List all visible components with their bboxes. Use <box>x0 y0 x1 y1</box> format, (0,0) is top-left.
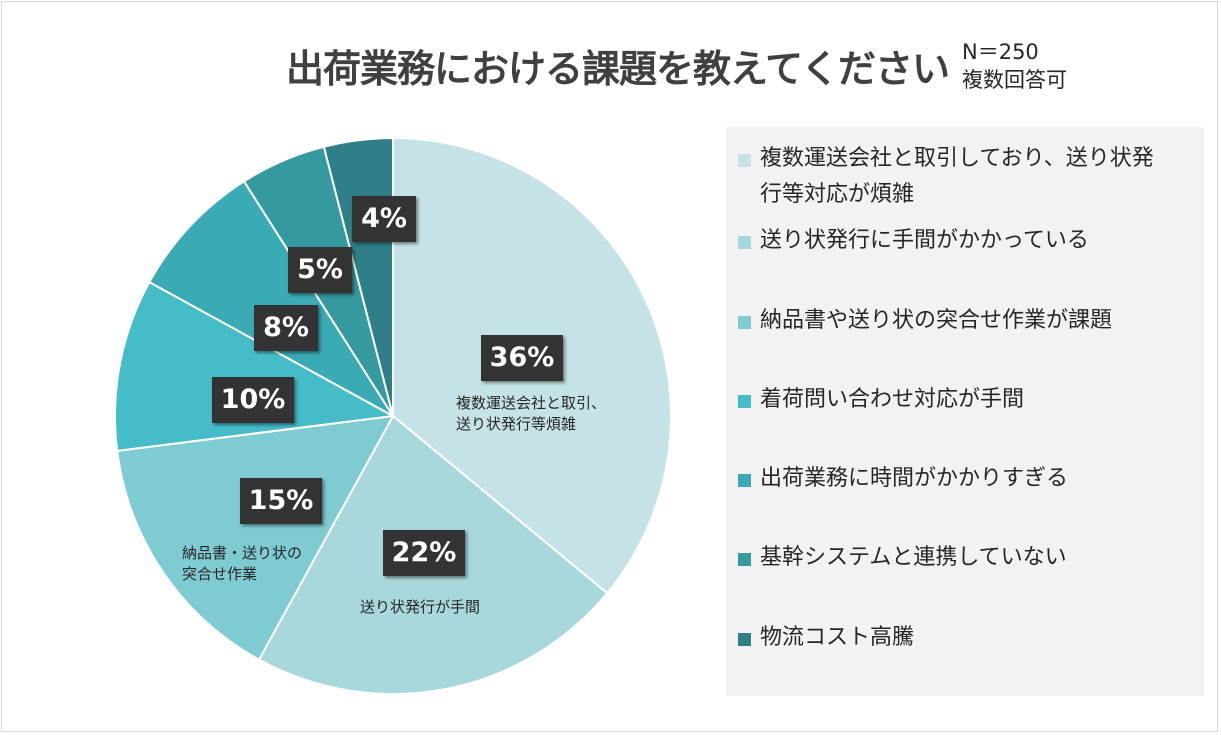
pie-category-label-line: 複数運送会社と取引、 <box>456 394 607 412</box>
pie-category-label-line: 送り状発行等煩雑 <box>456 415 577 433</box>
multi-answer-note: 複数回答可 <box>962 68 1067 92</box>
pie-slice-3 <box>114 280 397 452</box>
legend-item-2: 納品書や送り状の突合せ作業が課題 <box>738 303 1198 339</box>
pie-percent-label-5: 5% <box>288 247 352 293</box>
pie-percent-label-0: 36% <box>481 335 563 381</box>
legend-swatch <box>738 633 751 646</box>
chart-title: 出荷業務における課題を教えてください <box>286 47 950 91</box>
legend-swatch <box>738 316 751 329</box>
legend-swatch <box>738 236 751 249</box>
legend-swatch <box>738 154 751 167</box>
legend-item-5: 基幹システムと連携していない <box>738 540 1198 576</box>
pie-percent-label-3: 10% <box>212 377 294 423</box>
sample-size: N＝250 <box>962 40 1039 64</box>
legend: 複数運送会社と取引しており、送り状発 行等対応が煩雑送り状発行に手間がかかっている… <box>726 127 1204 696</box>
legend-item-4: 出荷業務に時間がかかりすぎる <box>738 461 1198 497</box>
legend-label: 行等対応が煩雑 <box>760 182 915 207</box>
legend-swatch <box>738 553 751 566</box>
legend-label: 物流コスト高騰 <box>760 625 915 650</box>
legend-item-1: 送り状発行に手間がかかっている <box>738 223 1198 259</box>
pie-percent-label-4: 8% <box>254 305 318 351</box>
pie-category-label-1: 送り状発行が手間 <box>360 597 480 618</box>
pie-percent-label-6: 4% <box>352 196 416 242</box>
pie-category-label-line: 納品書・送り状の <box>182 544 303 562</box>
legend-label: 出荷業務に時間がかかりすぎる <box>760 466 1069 491</box>
legend-label: 基幹システムと連携していない <box>760 545 1067 570</box>
legend-swatch <box>738 395 751 408</box>
legend-item-0: 複数運送会社と取引しており、送り状発 行等対応が煩雑 <box>738 141 1198 213</box>
legend-label: 複数運送会社と取引しており、送り状発 <box>760 146 1154 171</box>
pie-category-label-line: 送り状発行が手間 <box>360 598 481 616</box>
legend-item-6: 物流コスト高騰 <box>738 620 1198 656</box>
legend-label: 納品書や送り状の突合せ作業が課題 <box>760 308 1113 333</box>
pie-slice-2 <box>116 414 395 661</box>
pie-category-label-line: 突合せ作業 <box>182 565 258 583</box>
pie-percent-label-1: 22% <box>383 530 465 576</box>
pie-category-label-2: 納品書・送り状の 突合せ作業 <box>182 543 302 585</box>
legend-label: 着荷問い合わせ対応が手間 <box>760 387 1025 412</box>
sample-note: N＝250 複数回答可 <box>962 38 1067 94</box>
pie-slice-4 <box>148 179 394 417</box>
legend-label: 送り状発行に手間がかかっている <box>760 228 1089 253</box>
legend-swatch <box>738 474 751 487</box>
legend-item-3: 着荷問い合わせ対応が手間 <box>738 382 1198 418</box>
pie-category-label-0: 複数運送会社と取引、 送り状発行等煩雑 <box>456 393 606 435</box>
pie-percent-label-2: 15% <box>240 478 322 524</box>
